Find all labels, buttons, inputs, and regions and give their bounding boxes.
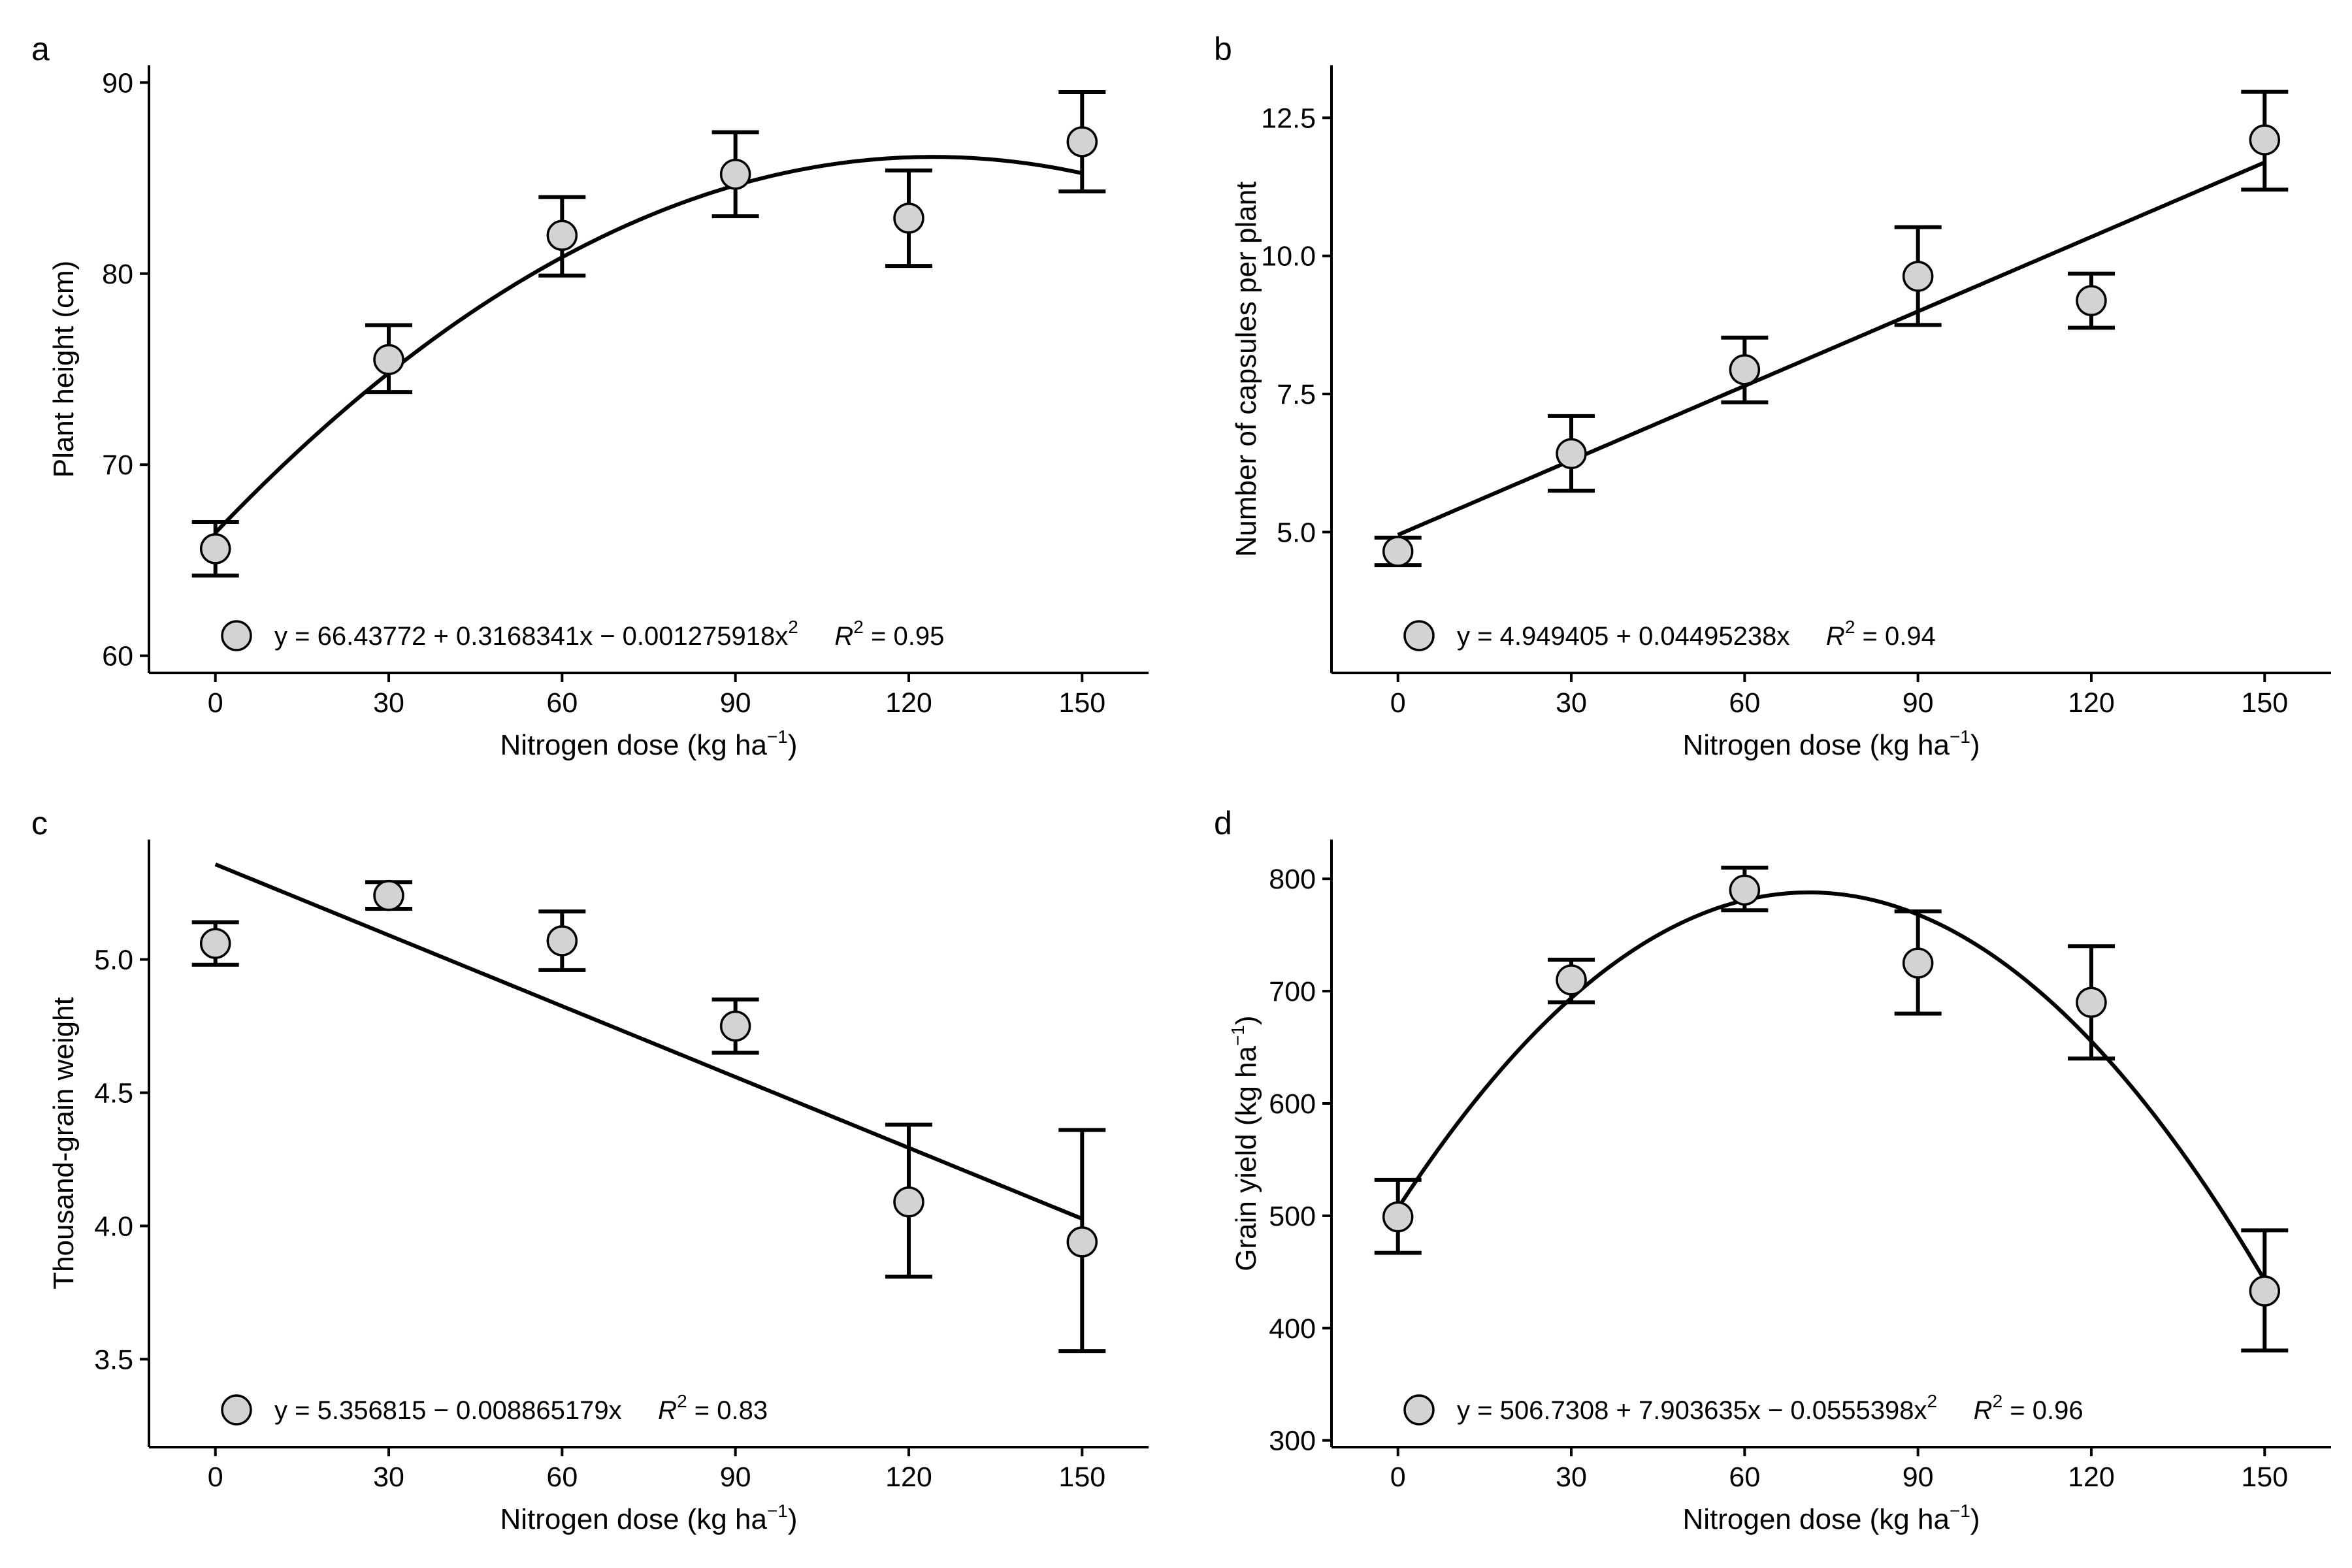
- x-tick-label: 0: [208, 1462, 223, 1493]
- data-point: [2249, 124, 2281, 155]
- y-tick-label: 5.0: [1277, 517, 1316, 548]
- y-axis-title: Number of capsules per plant: [1230, 182, 1262, 557]
- x-tick-label: 30: [1556, 687, 1587, 719]
- data-point: [199, 533, 231, 564]
- x-tick-label: 120: [2068, 1462, 2115, 1493]
- x-axis-title: Nitrogen dose (kg ha−1): [500, 1501, 797, 1535]
- panel-c: c 0 30 60 90 120 150 3.5 4.0 4.5 5.0 Nitrogen dose …: [31, 805, 1149, 1535]
- data-point: [1556, 964, 1587, 996]
- x-tick-label: 60: [1729, 687, 1760, 719]
- y-tick-label: 7.5: [1277, 379, 1316, 410]
- legend-marker: [221, 1394, 252, 1426]
- panel-letter: a: [31, 31, 50, 67]
- x-tick-label: 90: [720, 687, 751, 719]
- y-tick-label: 700: [1269, 976, 1316, 1007]
- fit-equation: y = 506.7308 + 7.903635x − 0.0555398x2 R…: [1457, 1391, 2083, 1425]
- data-point: [893, 1186, 924, 1218]
- y-tick-label: 500: [1269, 1201, 1316, 1232]
- y-tick-label: 12.5: [1261, 103, 1316, 134]
- y-tick-label: 600: [1269, 1088, 1316, 1120]
- x-tick-label: 30: [373, 1462, 404, 1493]
- data-point: [2076, 987, 2107, 1019]
- x-tick-label: 0: [1390, 687, 1406, 719]
- y-tick-label: 300: [1269, 1426, 1316, 1457]
- x-tick-label: 90: [720, 1462, 751, 1493]
- x-tick-label: 150: [2241, 687, 2288, 719]
- panel-a: a 0 30 60 90 120 150 60 70 80 90 Nitrogen dose (kg …: [31, 31, 1149, 761]
- x-axis-title: Nitrogen dose (kg ha−1): [1682, 727, 1980, 761]
- data-point: [1729, 354, 1761, 385]
- x-tick-label: 120: [2068, 687, 2115, 719]
- x-tick-label: 30: [373, 687, 404, 719]
- y-tick-label: 4.5: [94, 1078, 133, 1109]
- data-point: [719, 1010, 751, 1042]
- legend-marker: [1403, 620, 1435, 651]
- y-tick-label: 800: [1269, 864, 1316, 895]
- legend-marker: [1403, 1394, 1435, 1426]
- data-point: [373, 344, 404, 376]
- data-point: [373, 879, 404, 911]
- fit-line: [214, 862, 1083, 1221]
- y-tick-label: 10.0: [1261, 241, 1316, 272]
- data-point: [1382, 536, 1414, 567]
- data-point: [1729, 874, 1761, 906]
- data-point: [1382, 1201, 1414, 1233]
- x-tick-label: 30: [1556, 1462, 1587, 1493]
- y-tick-label: 80: [102, 259, 133, 290]
- data-point: [2076, 285, 2107, 316]
- x-tick-label: 90: [1903, 687, 1934, 719]
- data-point: [1556, 438, 1587, 470]
- x-tick-label: 0: [1390, 1462, 1406, 1493]
- x-tick-label: 150: [1058, 687, 1105, 719]
- x-tick-label: 150: [2241, 1462, 2288, 1493]
- data-point: [2249, 1275, 2281, 1307]
- x-tick-label: 0: [208, 687, 223, 719]
- x-tick-label: 120: [885, 687, 932, 719]
- fit-equation: y = 66.43772 + 0.3168341x − 0.001275918x…: [274, 617, 944, 651]
- panel-letter: d: [1214, 805, 1232, 841]
- data-point: [1902, 947, 1934, 979]
- data-point: [1066, 126, 1098, 157]
- data-point: [546, 220, 578, 252]
- data-point: [1066, 1226, 1098, 1258]
- x-axis-title: Nitrogen dose (kg ha−1): [500, 727, 797, 761]
- y-tick-label: 70: [102, 449, 133, 481]
- panel-letter: b: [1214, 31, 1232, 67]
- x-tick-label: 60: [1729, 1462, 1760, 1493]
- data-point: [546, 925, 578, 956]
- y-tick-label: 60: [102, 641, 133, 672]
- y-tick-label: 5.0: [94, 945, 133, 976]
- data-point: [199, 928, 231, 959]
- fit-line: [1396, 890, 2266, 1282]
- x-tick-label: 60: [546, 687, 578, 719]
- x-axis-title: Nitrogen dose (kg ha−1): [1682, 1501, 1980, 1535]
- y-axis-title: Grain yield (kg ha−1): [1228, 1015, 1262, 1271]
- legend-marker: [221, 620, 252, 651]
- data-point: [719, 158, 751, 190]
- y-axis-title: Plant height (cm): [48, 261, 80, 478]
- data-point: [1902, 261, 1934, 292]
- x-tick-label: 90: [1903, 1462, 1934, 1493]
- panel-b: b 0 30 60 90 120 150 5.0 7.5 10.0 12.5 Nitrogen dos…: [1214, 31, 2331, 761]
- y-tick-label: 400: [1269, 1313, 1316, 1345]
- y-tick-label: 90: [102, 67, 133, 99]
- panel-d: d 0 30 60 90 120 150 300 400 500 600 700 800 Nitrogen…: [1214, 805, 2331, 1535]
- y-axis-title: Thousand-grain weight: [48, 997, 80, 1290]
- y-tick-label: 3.5: [94, 1344, 133, 1375]
- fit-equation: y = 4.949405 + 0.04495238x R2 = 0.94: [1457, 617, 1936, 651]
- data-point: [893, 203, 924, 234]
- fit-line: [1397, 160, 2266, 537]
- panel-letter: c: [31, 805, 48, 841]
- fit-line: [214, 155, 1083, 534]
- fit-equation: y = 5.356815 − 0.008865179x R2 = 0.83: [274, 1391, 768, 1425]
- x-tick-label: 150: [1058, 1462, 1105, 1493]
- x-tick-label: 60: [546, 1462, 578, 1493]
- y-tick-label: 4.0: [94, 1211, 133, 1242]
- x-tick-label: 120: [885, 1462, 932, 1493]
